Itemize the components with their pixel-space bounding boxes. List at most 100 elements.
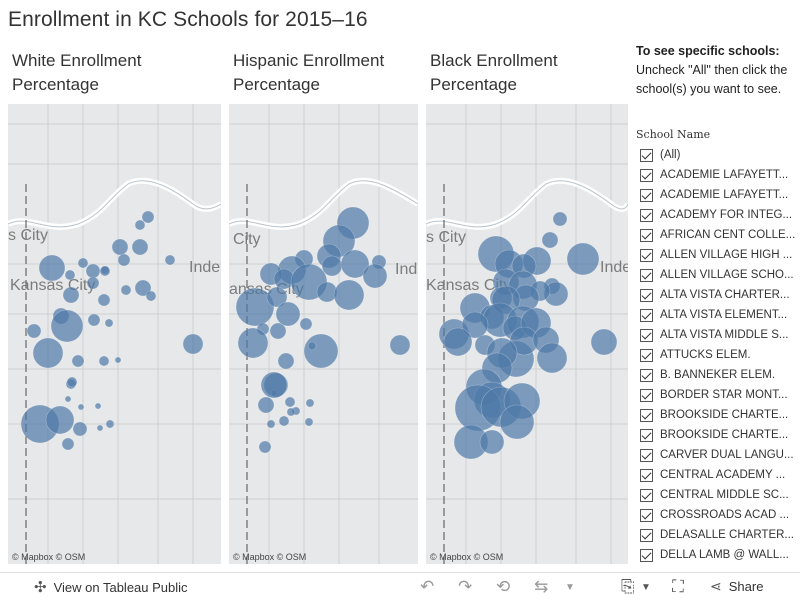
checkbox-checked-icon[interactable] bbox=[640, 508, 653, 522]
mapbox-attribution[interactable]: © Mapbox bbox=[430, 552, 472, 562]
school-bubble[interactable] bbox=[45, 405, 75, 435]
school-bubble[interactable] bbox=[461, 311, 489, 339]
filter-item[interactable]: CENTRAL ACADEMY ... bbox=[640, 465, 798, 485]
checkbox-checked-icon[interactable] bbox=[640, 468, 653, 482]
osm-attribution[interactable]: © OSM bbox=[55, 552, 86, 562]
school-bubble[interactable] bbox=[134, 219, 146, 231]
map-black-enrollment[interactable]: s City Kansas City Inde © Mapbox © OSM bbox=[426, 104, 628, 564]
school-bubble[interactable] bbox=[145, 290, 157, 302]
school-bubble[interactable] bbox=[111, 238, 129, 256]
school-bubble[interactable] bbox=[61, 437, 75, 451]
school-bubble[interactable] bbox=[258, 440, 272, 454]
school-bubble[interactable] bbox=[87, 313, 101, 327]
map-white-enrollment[interactable]: s City Kansas City Inde © Mapbox © OSM bbox=[8, 104, 221, 564]
school-bubble[interactable] bbox=[479, 429, 505, 455]
map-black-bubbles[interactable] bbox=[438, 211, 618, 460]
mapbox-attribution[interactable]: © Mapbox bbox=[233, 552, 275, 562]
school-bubble[interactable] bbox=[62, 286, 80, 304]
school-bubble[interactable] bbox=[257, 396, 275, 414]
school-bubble[interactable] bbox=[72, 421, 88, 437]
school-bubble[interactable] bbox=[303, 333, 339, 369]
school-bubble[interactable] bbox=[97, 293, 111, 307]
school-bubble[interactable] bbox=[66, 376, 78, 388]
filter-item[interactable]: BROOKSIDE CHARTE... bbox=[640, 425, 798, 445]
filter-item[interactable]: BROOKSIDE CHARTE... bbox=[640, 405, 798, 425]
school-bubble[interactable] bbox=[235, 287, 275, 327]
school-bubble[interactable] bbox=[499, 404, 535, 440]
school-bubble[interactable] bbox=[117, 253, 131, 267]
school-bubble[interactable] bbox=[362, 263, 388, 289]
school-bubble[interactable] bbox=[86, 276, 100, 290]
school-bubble[interactable] bbox=[260, 371, 288, 399]
checkbox-checked-icon[interactable] bbox=[640, 448, 653, 462]
checkbox-checked-icon[interactable] bbox=[640, 528, 653, 542]
school-bubble[interactable] bbox=[275, 301, 301, 327]
osm-attribution[interactable]: © OSM bbox=[473, 552, 504, 562]
filter-item[interactable]: AFRICAN CENT COLLE... bbox=[640, 225, 798, 245]
checkbox-checked-icon[interactable] bbox=[640, 488, 653, 502]
school-bubble[interactable] bbox=[98, 355, 110, 367]
fullscreen-icon[interactable]: ⛶ bbox=[672, 577, 684, 596]
checkbox-checked-icon[interactable] bbox=[640, 148, 653, 162]
checkbox-checked-icon[interactable] bbox=[640, 408, 653, 422]
school-bubble[interactable] bbox=[237, 327, 269, 359]
checkbox-checked-icon[interactable] bbox=[640, 188, 653, 202]
school-bubble[interactable] bbox=[284, 396, 296, 408]
download-icon[interactable]: ⎘ bbox=[621, 577, 635, 596]
school-bubble[interactable] bbox=[94, 402, 102, 410]
checkbox-checked-icon[interactable] bbox=[640, 368, 653, 382]
school-bubble[interactable] bbox=[164, 254, 176, 266]
school-bubble[interactable] bbox=[134, 279, 152, 297]
filter-item-all[interactable]: (All) bbox=[640, 145, 798, 165]
undo-icon[interactable]: ↶ bbox=[420, 577, 435, 596]
school-bubble[interactable] bbox=[443, 327, 473, 357]
filter-item[interactable]: ACADEMIE LAFAYETT... bbox=[640, 165, 798, 185]
school-bubble[interactable] bbox=[321, 255, 343, 277]
checkbox-checked-icon[interactable] bbox=[640, 228, 653, 242]
school-bubble[interactable] bbox=[120, 284, 132, 296]
school-bubble[interactable] bbox=[286, 407, 296, 417]
school-bubble[interactable] bbox=[26, 323, 42, 339]
filter-item[interactable]: ALLEN VILLAGE SCHO... bbox=[640, 265, 798, 285]
filter-item[interactable]: ACADEMY FOR INTEG... bbox=[640, 205, 798, 225]
osm-attribution[interactable]: © OSM bbox=[276, 552, 307, 562]
checkbox-checked-icon[interactable] bbox=[640, 168, 653, 182]
filter-item[interactable]: ALTA VISTA ELEMENT... bbox=[640, 305, 798, 325]
filter-item[interactable]: CARVER DUAL LANGU... bbox=[640, 445, 798, 465]
school-bubble[interactable] bbox=[389, 334, 411, 356]
filter-item[interactable]: B. BANNEKER ELEM. bbox=[640, 365, 798, 385]
checkbox-checked-icon[interactable] bbox=[640, 208, 653, 222]
refresh-dropdown-icon[interactable]: ▼ bbox=[565, 582, 575, 593]
school-bubble[interactable] bbox=[99, 265, 111, 277]
map-white-bubbles[interactable] bbox=[20, 210, 204, 451]
school-bubble[interactable] bbox=[278, 415, 290, 427]
checkbox-checked-icon[interactable] bbox=[640, 288, 653, 302]
school-bubble[interactable] bbox=[340, 249, 370, 279]
filter-item[interactable]: ALTA VISTA MIDDLE S... bbox=[640, 325, 798, 345]
filter-item[interactable]: ALTA VISTA CHARTER... bbox=[640, 285, 798, 305]
map-black-svg[interactable]: s City Kansas City Inde bbox=[426, 104, 628, 564]
school-bubble[interactable] bbox=[541, 231, 559, 249]
school-bubble[interactable] bbox=[105, 419, 115, 429]
school-bubble[interactable] bbox=[104, 318, 114, 328]
school-bubble[interactable] bbox=[141, 210, 155, 224]
filter-item[interactable]: CROSSROADS ACAD ... bbox=[640, 505, 798, 525]
filter-item[interactable]: ACADEMIE LAFAYETT... bbox=[640, 185, 798, 205]
redo-icon[interactable]: ↷ bbox=[458, 577, 473, 596]
school-bubble[interactable] bbox=[50, 309, 84, 343]
school-bubble[interactable] bbox=[305, 398, 315, 408]
school-bubble[interactable] bbox=[266, 286, 288, 308]
checkbox-checked-icon[interactable] bbox=[640, 248, 653, 262]
filter-item[interactable]: DELASALLE CHARTER... bbox=[640, 525, 798, 545]
school-bubble[interactable] bbox=[590, 328, 618, 356]
school-bubble[interactable] bbox=[85, 263, 101, 279]
school-bubble[interactable] bbox=[333, 279, 365, 311]
school-bubble[interactable] bbox=[266, 419, 276, 429]
view-on-tableau-button[interactable]: ✣ View on Tableau Public bbox=[34, 578, 188, 596]
school-bubble[interactable] bbox=[182, 333, 204, 355]
share-button[interactable]: ⋖ Share bbox=[710, 578, 763, 595]
download-dropdown-icon[interactable]: ▼ bbox=[641, 582, 651, 593]
school-bubble[interactable] bbox=[77, 403, 85, 411]
filter-item[interactable]: ATTUCKS ELEM. bbox=[640, 345, 798, 365]
checkbox-checked-icon[interactable] bbox=[640, 388, 653, 402]
